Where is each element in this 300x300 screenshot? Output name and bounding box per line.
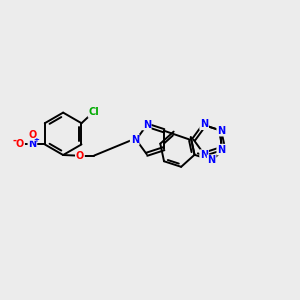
Text: N: N: [143, 119, 151, 130]
Text: N: N: [200, 150, 208, 160]
Text: N: N: [217, 126, 225, 136]
Text: N: N: [130, 135, 139, 145]
Text: N: N: [200, 119, 208, 129]
Text: Cl: Cl: [88, 107, 99, 117]
Text: N: N: [208, 155, 216, 165]
Text: +: +: [33, 137, 39, 143]
Text: -: -: [13, 136, 17, 146]
Text: O: O: [28, 130, 37, 140]
Text: O: O: [76, 151, 84, 160]
Text: O: O: [16, 140, 24, 149]
Text: N: N: [217, 145, 225, 154]
Text: N: N: [28, 140, 37, 149]
